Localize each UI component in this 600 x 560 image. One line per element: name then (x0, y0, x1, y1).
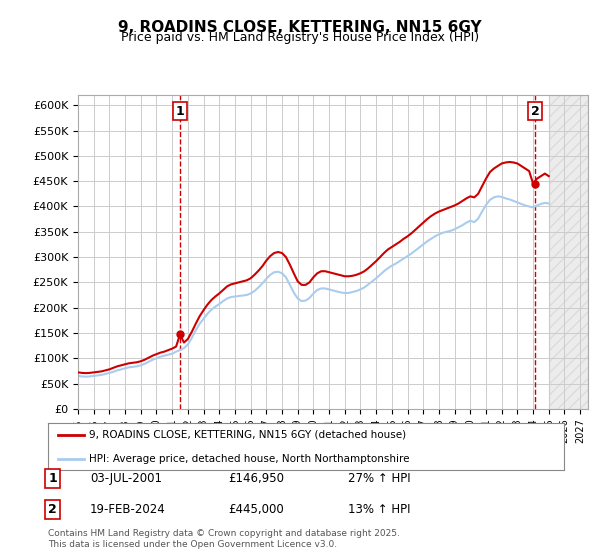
Text: Contains HM Land Registry data © Crown copyright and database right 2025.
This d: Contains HM Land Registry data © Crown c… (48, 529, 400, 549)
Text: 9, ROADINS CLOSE, KETTERING, NN15 6GY: 9, ROADINS CLOSE, KETTERING, NN15 6GY (118, 20, 482, 35)
Text: 03-JUL-2001: 03-JUL-2001 (90, 472, 162, 486)
Text: 2: 2 (49, 503, 57, 516)
Text: 27% ↑ HPI: 27% ↑ HPI (348, 472, 410, 486)
Text: 1: 1 (176, 105, 184, 118)
Text: £445,000: £445,000 (228, 503, 284, 516)
Text: 2: 2 (530, 105, 539, 118)
Text: 9, ROADINS CLOSE, KETTERING, NN15 6GY (detached house): 9, ROADINS CLOSE, KETTERING, NN15 6GY (d… (89, 430, 406, 440)
Text: £146,950: £146,950 (228, 472, 284, 486)
Text: Price paid vs. HM Land Registry's House Price Index (HPI): Price paid vs. HM Land Registry's House … (121, 31, 479, 44)
Text: 19-FEB-2024: 19-FEB-2024 (90, 503, 166, 516)
Bar (549, 95, 588, 409)
Text: 13% ↑ HPI: 13% ↑ HPI (348, 503, 410, 516)
Text: HPI: Average price, detached house, North Northamptonshire: HPI: Average price, detached house, Nort… (89, 454, 410, 464)
Text: 1: 1 (49, 472, 57, 486)
